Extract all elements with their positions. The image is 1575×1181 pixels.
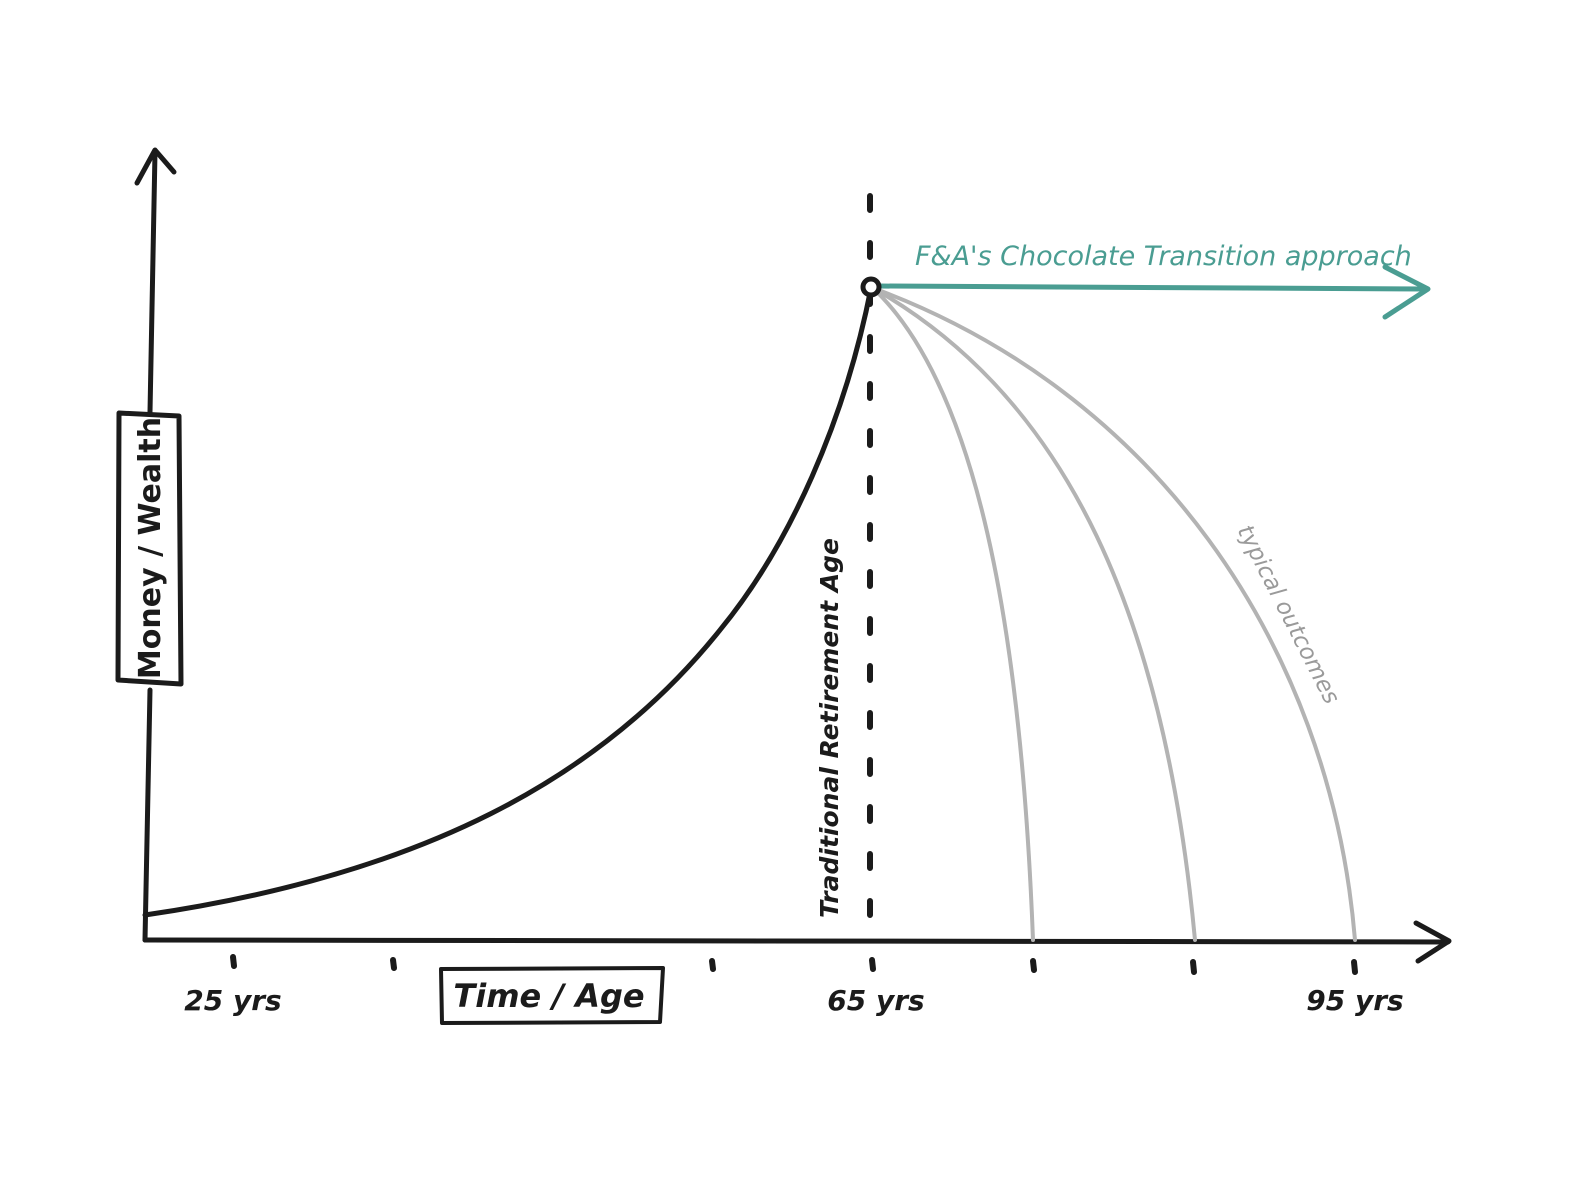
y-axis-line <box>142 149 158 943</box>
x-axis-ticks <box>230 954 1358 975</box>
tick-mark <box>1030 958 1037 973</box>
x-axis-line <box>142 937 1451 945</box>
chocolate-transition-arrow <box>875 283 1429 292</box>
tick-label-65: 65 yrs <box>827 984 924 1017</box>
tick-label-25: 25 yrs <box>184 984 281 1017</box>
tick-mark <box>1190 959 1197 975</box>
tick-mark <box>390 957 397 971</box>
y-axis-arrowhead <box>134 147 177 186</box>
wealth-growth-curve <box>142 285 874 918</box>
retirement-label: Traditional Retirement Age <box>815 538 844 918</box>
y-axis-label-box: Money / Wealth <box>115 410 184 687</box>
outcome-curve-3 <box>871 286 1357 942</box>
tick-mark <box>1351 959 1358 975</box>
y-axis-label: Money / Wealth <box>133 417 168 679</box>
x-axis-arrowhead <box>1413 920 1452 964</box>
chocolate-transition-arrowhead <box>1382 264 1431 320</box>
typical-outcome-curves <box>871 286 1357 942</box>
approach-label: F&A's Chocolate Transition approach <box>915 241 1412 272</box>
tick-mark <box>709 958 716 972</box>
tick-mark <box>230 954 237 969</box>
tick-label-95: 95 yrs <box>1306 984 1403 1017</box>
outcome-curve-2 <box>871 286 1197 942</box>
retirement-peak-point <box>860 276 882 298</box>
x-axis-label: Time / Age <box>453 977 644 1015</box>
outcome-curve-1 <box>871 286 1035 942</box>
x-axis-label-box: Time / Age <box>439 966 665 1025</box>
tick-mark <box>869 957 876 972</box>
